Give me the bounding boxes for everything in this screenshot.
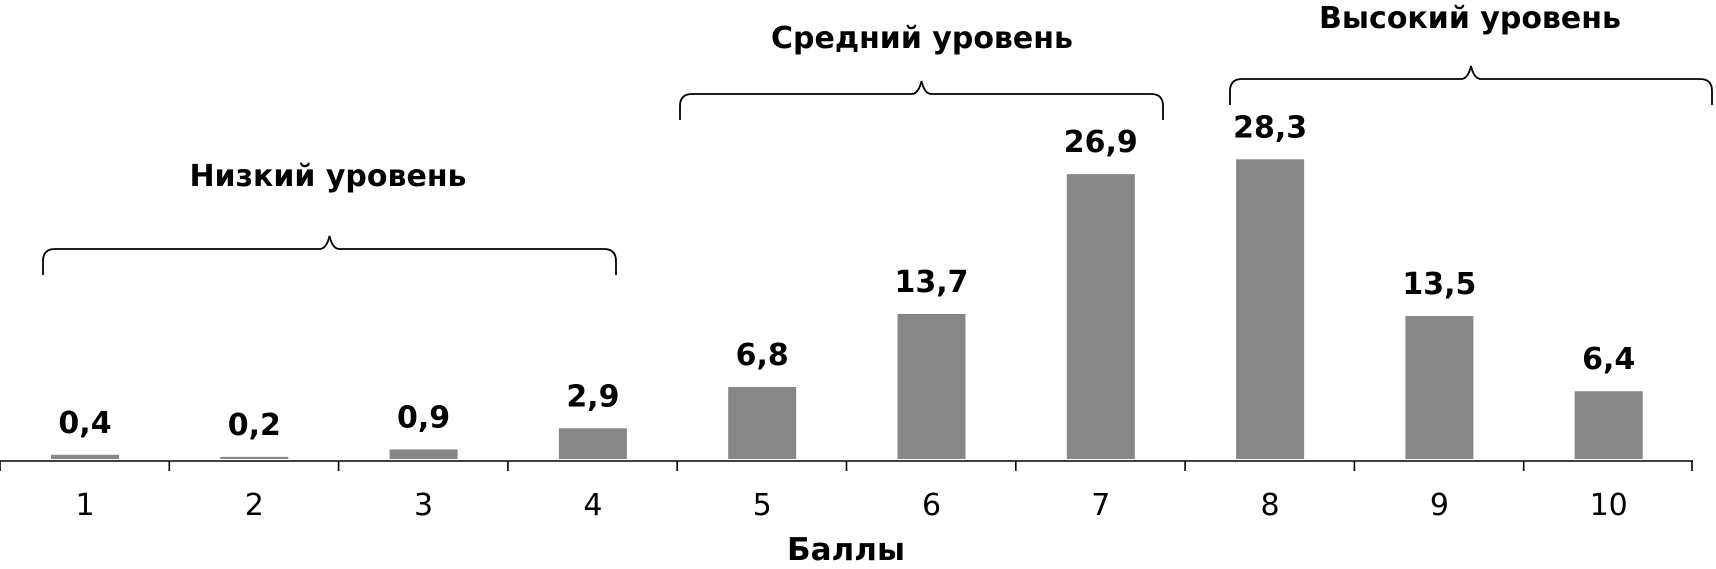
bar-4 [558, 428, 627, 459]
group-brace-1 [42, 235, 617, 275]
group-brace-2 [679, 80, 1164, 120]
group-label-3: Высокий уровень [1319, 1, 1621, 36]
bar-9 [1405, 316, 1474, 459]
tick-label-3: 3 [414, 488, 433, 523]
value-label-7: 26,9 [1064, 125, 1138, 160]
value-label-1: 0,4 [58, 406, 111, 441]
value-label-8: 28,3 [1233, 110, 1307, 145]
value-label-4: 2,9 [566, 379, 619, 414]
bars-layer [51, 159, 1643, 460]
tick-label-10: 10 [1590, 488, 1628, 523]
bar-1 [51, 454, 119, 459]
bar-3 [389, 449, 458, 459]
tick-label-5: 5 [753, 488, 772, 523]
group-label-2: Средний уровень [771, 21, 1073, 56]
x-axis-title: Баллы [787, 532, 905, 568]
group-label-1: Низкий уровень [189, 159, 466, 194]
value-label-5: 6,8 [736, 338, 789, 373]
tick-label-2: 2 [245, 488, 264, 523]
value-label-2: 0,2 [228, 408, 281, 443]
value-label-9: 13,5 [1402, 267, 1476, 302]
group-brace-3 [1229, 65, 1713, 105]
bar-10 [1574, 391, 1643, 459]
bar-7 [1066, 174, 1135, 459]
group-braces-layer [42, 65, 1713, 275]
tick-label-6: 6 [922, 488, 941, 523]
bar-6 [897, 313, 966, 459]
tick-label-4: 4 [583, 488, 602, 523]
tick-label-7: 7 [1091, 488, 1110, 523]
tick-label-9: 9 [1430, 488, 1449, 523]
value-label-6: 13,7 [894, 265, 968, 300]
x-axis-tick-labels: 1 2 3 4 5 6 7 8 9 10 [75, 488, 1627, 523]
value-label-10: 6,4 [1582, 342, 1635, 377]
group-labels-layer: Низкий уровень Средний уровень Высокий уро… [189, 1, 1620, 194]
value-label-3: 0,9 [397, 400, 450, 435]
tick-label-8: 8 [1261, 488, 1280, 523]
value-labels-layer: 0,4 0,2 0,9 2,9 6,8 13,7 26,9 28,3 13,5 6,4 [58, 110, 1635, 443]
x-axis-ticks [0, 461, 1693, 471]
bar-5 [728, 386, 797, 459]
bar-8 [1236, 159, 1305, 460]
bar-2 [220, 456, 289, 459]
tick-label-1: 1 [75, 488, 94, 523]
